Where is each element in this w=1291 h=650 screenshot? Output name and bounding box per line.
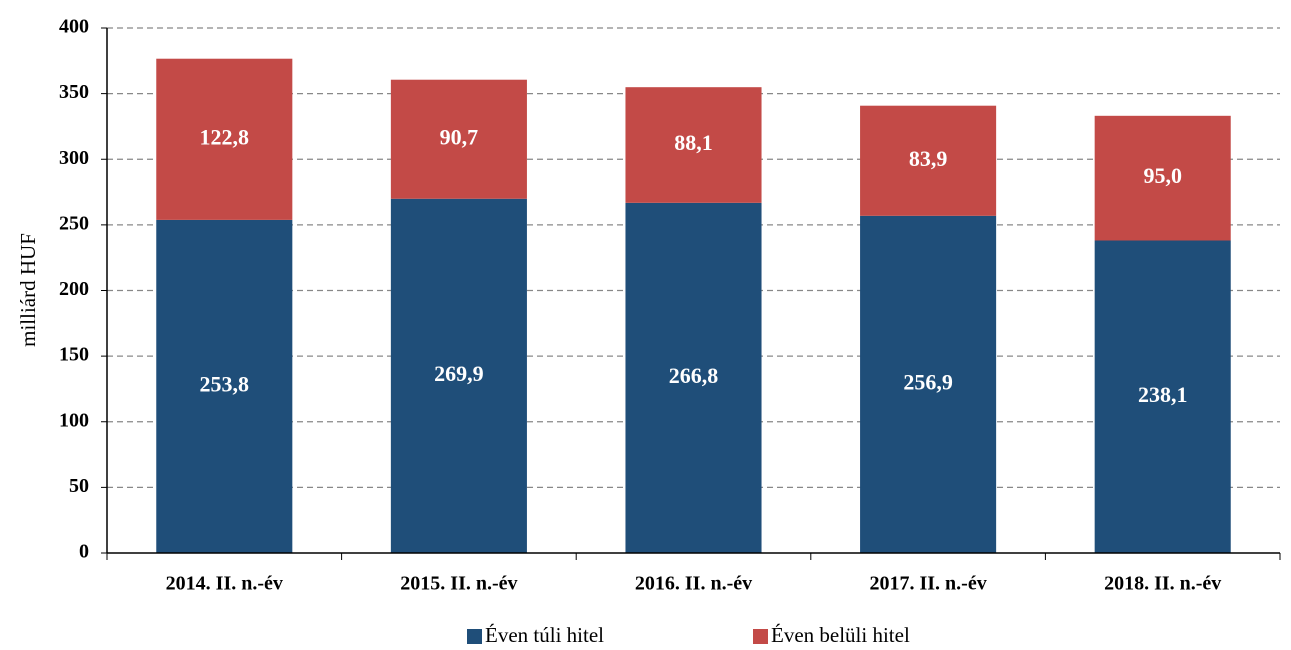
bar-segment [1094,240,1231,553]
data-label: 88,1 [674,130,713,155]
data-label: 253,8 [200,371,250,396]
legend-label: Éven belüli hitel [771,623,910,647]
data-label: 122,8 [200,124,250,149]
bar-segment [390,79,527,199]
y-tick-label: 250 [59,212,89,234]
y-tick-label: 0 [79,541,89,563]
bar-segment [390,198,527,553]
y-tick-label: 150 [59,344,89,366]
bar-segment [156,58,293,220]
bar-segment [156,219,293,553]
legend-swatch [467,629,482,644]
legend-swatch [753,629,768,644]
y-tick-label: 50 [69,475,89,497]
legend-label: Éven túli hitel [485,623,604,647]
x-tick-label: 2018. II. n.-év [1104,573,1221,595]
x-tick-label: 2016. II. n.-év [635,573,752,595]
data-label: 266,8 [669,363,719,388]
bar-segment [625,87,762,203]
y-tick-label: 400 [59,16,89,38]
data-label: 269,9 [434,361,484,386]
y-tick-label: 300 [59,147,89,169]
x-tick-label: 2014. II. n.-év [166,573,283,595]
y-tick-label: 100 [59,409,89,431]
y-tick-label: 200 [59,278,89,300]
y-tick-label: 350 [59,81,89,103]
data-label: 238,1 [1138,382,1188,407]
x-tick-label: 2017. II. n.-év [869,573,986,595]
bar-segment [625,202,762,553]
bar-segment [860,105,997,216]
data-label: 83,9 [909,146,948,171]
y-axis-label: milliárd HUF [16,233,40,347]
x-tick-label: 2015. II. n.-év [400,573,517,595]
data-label: 256,9 [903,369,953,394]
bar-segment [1094,115,1231,241]
data-label: 95,0 [1143,163,1182,188]
data-label: 90,7 [440,124,479,149]
bar-segment [860,215,997,553]
